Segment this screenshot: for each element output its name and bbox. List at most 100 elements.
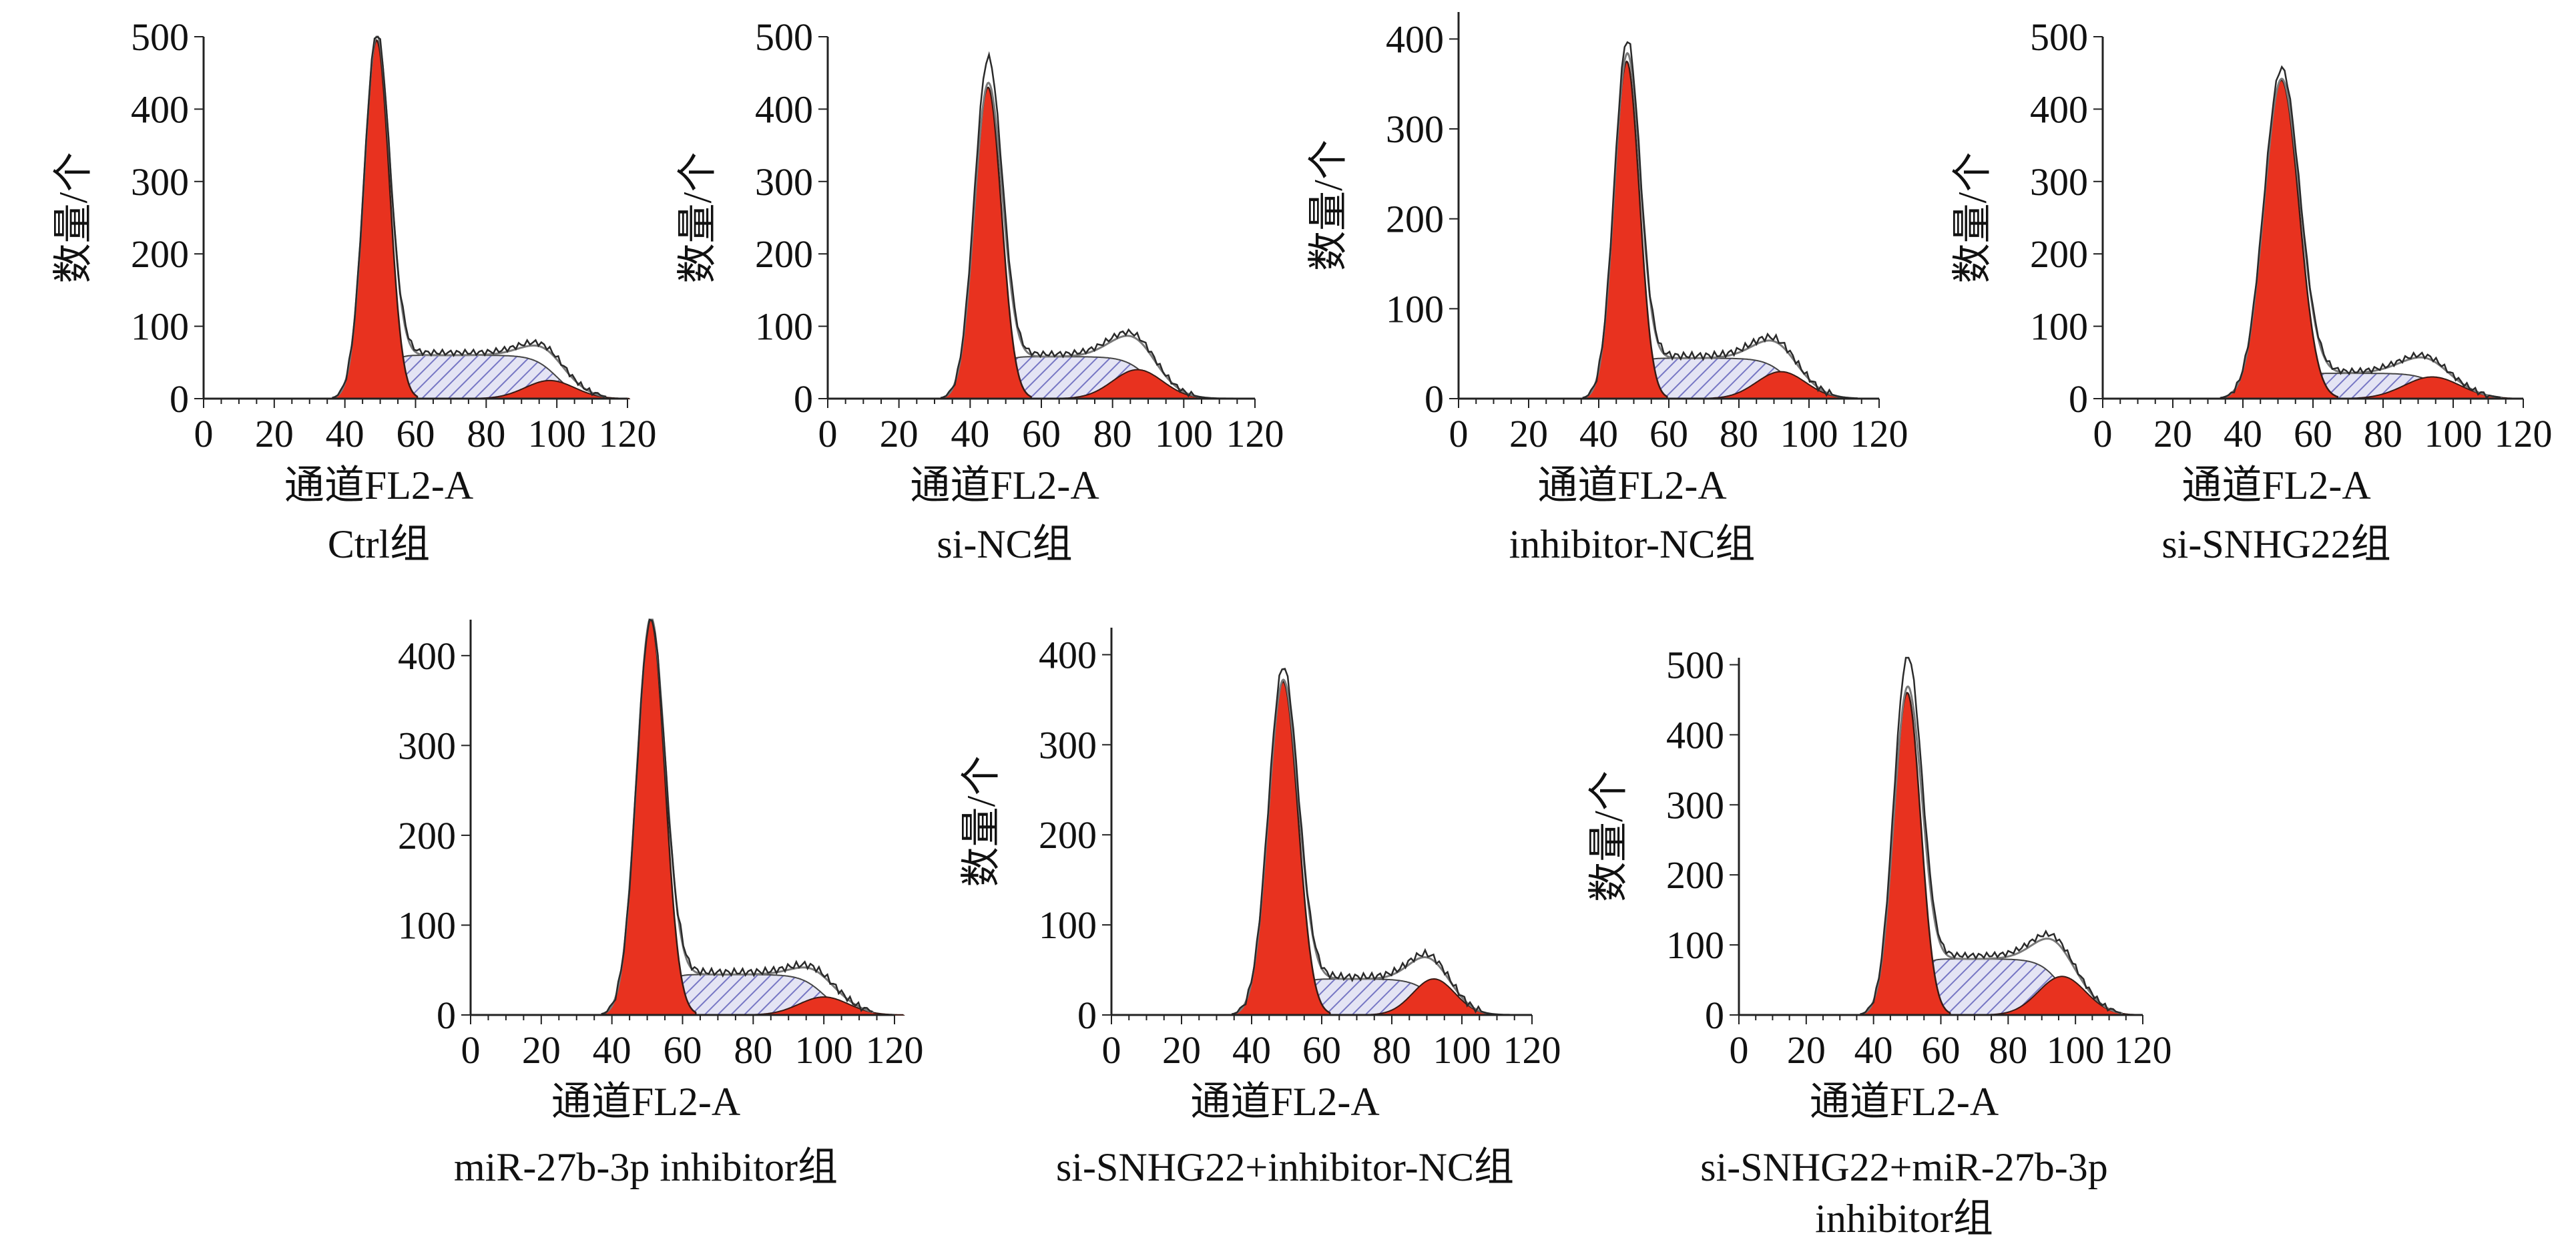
panel-title: Ctrl组	[328, 522, 430, 566]
g1-peak-area	[335, 39, 419, 400]
y-tick-label: 200	[131, 232, 189, 276]
y-axis-label: 数量/个	[676, 152, 720, 284]
y-tick-label: 100	[398, 903, 456, 947]
panel-7: 0 20 40 60 80 100 1200100200300400500通道FL2-A数量…	[1587, 643, 2172, 1241]
x-tick-label: 20	[2153, 412, 2192, 455]
x-tick-label: 60	[664, 1028, 702, 1072]
y-tick-label: 200	[398, 814, 456, 857]
y-tick-label: 0	[1077, 994, 1097, 1037]
x-tick-label: 120	[866, 1028, 924, 1072]
x-tick-label: 120	[2495, 412, 2553, 455]
x-tick-label: 0	[2093, 412, 2113, 455]
x-tick-label: 0	[818, 412, 838, 455]
g1-peak-area	[1585, 60, 1668, 400]
y-tick-label: 0	[1705, 994, 1724, 1037]
x-tick-label: 100	[1780, 412, 1838, 455]
y-tick-label: 100	[1386, 287, 1444, 331]
model-envelope-line	[940, 81, 1234, 400]
x-tick-label: 80	[1093, 412, 1132, 455]
y-tick-label: 200	[1666, 853, 1724, 897]
y-tick-label: 100	[1039, 903, 1097, 947]
panel-2: 0 20 40 60 80 100 120 0 100 200 300 400 500 通道FL2-A 数量…	[676, 15, 1284, 566]
panel-title: si-NC组	[937, 522, 1072, 566]
panels-root: 0 20 40 60 80 100 1200100200300400500通道FL2-A数量…	[51, 12, 2553, 1241]
panel-title: inhibitor组	[1815, 1197, 1993, 1241]
x-tick-label: 100	[1433, 1028, 1491, 1072]
x-tick-label: 120	[599, 412, 657, 455]
y-axis-label: 数量/个	[1951, 152, 1995, 284]
x-tick-label: 0	[1449, 412, 1469, 455]
panel-title: miR-27b-3p inhibitor组	[454, 1145, 838, 1189]
y-tick-label: 500	[755, 15, 813, 59]
panel-title: si-SNHG22组	[2161, 522, 2390, 566]
g1-peak-area	[1235, 680, 1332, 1016]
x-tick-label: 60	[2294, 412, 2332, 455]
x-tick-label: 20	[255, 412, 294, 455]
x-tick-label: 20	[1162, 1028, 1201, 1072]
y-axis-label: 数量/个	[959, 756, 1003, 887]
panel-title: inhibitor-NC组	[1509, 522, 1756, 566]
raw-histogram-line	[332, 35, 607, 399]
x-tick-label: 60	[397, 412, 435, 455]
x-tick-label: 40	[951, 412, 989, 455]
y-axis-label: 数量/个	[1306, 140, 1350, 271]
y-tick-label: 200	[1039, 813, 1097, 857]
raw-histogram-line	[940, 51, 1232, 400]
y-tick-label: 200	[1386, 198, 1444, 241]
x-tick-label: 100	[795, 1028, 853, 1072]
y-tick-label: 500	[1666, 643, 1724, 686]
panel-title: si-SNHG22+inhibitor-NC组	[1056, 1145, 1514, 1189]
x-tick-label: 100	[528, 412, 586, 455]
x-tick-label: 0	[1102, 1028, 1121, 1072]
y-tick-label: 300	[1386, 108, 1444, 151]
y-tick-label: 100	[131, 305, 189, 349]
x-tick-label: 60	[1649, 412, 1688, 455]
y-tick-label: 200	[755, 232, 813, 276]
raw-histogram-line	[1231, 668, 1509, 1016]
x-tick-label: 80	[1372, 1028, 1411, 1072]
y-tick-label: 300	[131, 160, 189, 204]
y-tick-label: 0	[2069, 377, 2088, 421]
y-tick-label: 300	[1666, 783, 1724, 827]
x-axis-label: 通道FL2-A	[1190, 1080, 1379, 1124]
raw-histogram-line	[2220, 65, 2501, 399]
y-tick-label: 0	[1425, 377, 1444, 421]
panel-1: 0 20 40 60 80 100 120 0 100 200 300 400 500 通道FL2-A 数量…	[51, 15, 657, 566]
x-tick-label: 80	[1989, 1028, 2027, 1072]
model-envelope-line	[1231, 678, 1511, 1016]
y-tick-label: 100	[2030, 305, 2088, 349]
y-axis-label: 数量/个	[1587, 771, 1631, 902]
x-tick-label: 120	[1226, 412, 1284, 455]
panel-title: si-SNHG22+miR-27b-3p	[1700, 1145, 2108, 1189]
x-axis-label: 通道FL2-A	[551, 1080, 740, 1124]
y-tick-label: 0	[170, 377, 189, 421]
x-tick-label: 100	[1155, 412, 1213, 455]
y-tick-label: 500	[131, 15, 189, 59]
x-tick-label: 20	[1787, 1028, 1826, 1072]
y-tick-label: 100	[755, 305, 813, 349]
y-tick-label: 300	[398, 724, 456, 767]
y-tick-label: 300	[2030, 160, 2088, 204]
x-tick-label: 120	[2114, 1028, 2172, 1072]
x-axis-label: 通道FL2-A	[1810, 1080, 1999, 1124]
raw-histogram-line	[1582, 41, 1858, 399]
g1-peak-area	[604, 618, 698, 1016]
x-tick-label: 60	[1302, 1028, 1341, 1072]
x-tick-label: 0	[461, 1028, 481, 1072]
y-tick-label: 100	[1666, 923, 1724, 967]
y-tick-label: 400	[2030, 87, 2088, 131]
y-tick-label: 400	[1386, 17, 1444, 61]
x-tick-label: 40	[2224, 412, 2262, 455]
x-tick-label: 100	[2047, 1028, 2105, 1072]
x-axis-label: 通道FL2-A	[2181, 463, 2370, 507]
y-tick-label: 0	[794, 377, 813, 421]
raw-histogram-line	[1860, 656, 2121, 1016]
x-tick-label: 120	[1503, 1028, 1561, 1072]
x-tick-label: 80	[467, 412, 505, 455]
y-axis-label: 数量/个	[51, 152, 95, 284]
panel-5: 0 20 40 60 80 100 120 0 100 200 300 400 通道FL2-A miR-2…	[398, 618, 924, 1189]
x-axis-label: 通道FL2-A	[1537, 463, 1726, 507]
y-tick-label: 300	[755, 160, 813, 204]
y-tick-label: 200	[2030, 232, 2088, 276]
